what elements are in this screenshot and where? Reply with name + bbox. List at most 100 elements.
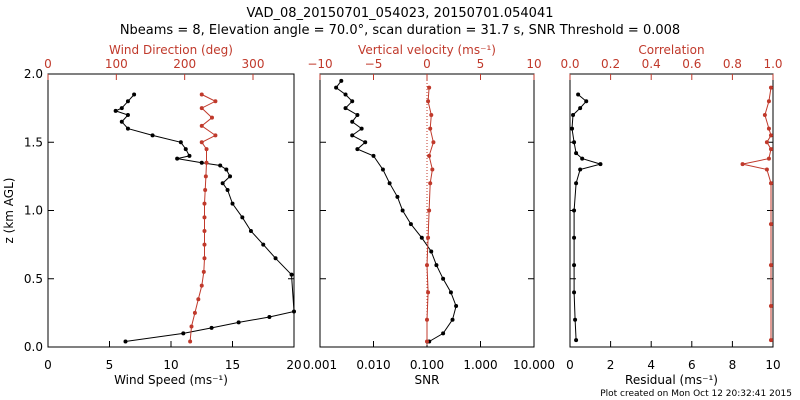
bottom-tick-label: 6 [688,358,696,372]
red-data-point [768,133,773,138]
bottom-tick-label: 4 [647,358,655,372]
top-tick-label: 0.2 [601,57,620,71]
red-data-point [426,99,431,104]
black-data-point [574,151,579,156]
red-series-line [189,94,217,342]
red-data-point [202,215,207,220]
red-data-point [430,167,435,172]
black-data-point [574,181,579,186]
red-data-point [431,140,436,145]
red-data-point [768,222,773,227]
wind-panel: 0.0 0.5 1.0 1.5 2.0 z (km AGL) 0 5 10 15 20 Wind Sp… [2,43,302,387]
y-tick-label: 0.0 [24,340,43,354]
black-data-point [123,339,128,344]
red-data-point [203,188,208,193]
figure-title-line1: VAD_08_20150701_054023, 20150701.054041 [247,6,554,21]
black-data-point [450,317,455,322]
red-data-point [428,181,433,186]
black-data-point [175,156,180,161]
black-data-point [125,99,130,104]
red-data-point [768,181,773,186]
black-data-point [371,153,376,158]
black-data-point [434,263,439,268]
red-data-point [425,339,429,344]
red-data-point [213,99,218,104]
red-data-point [196,297,201,302]
red-data-point [425,263,429,268]
top-axis-label: Wind Direction (deg) [109,43,233,57]
top-tick-label: −5 [365,57,383,71]
black-data-point [350,133,355,138]
red-data-point [203,174,208,179]
black-data-point [572,140,577,145]
black-data-point [441,276,446,281]
y-axis-label: z (km AGL) [2,178,16,244]
black-data-point [240,215,245,220]
red-data-point [768,85,773,90]
black-data-point [598,162,603,167]
black-data-point [580,156,585,161]
plot-created-note: Plot created on Mon Oct 12 20:32:41 2015 [600,389,792,399]
red-data-point [766,156,771,161]
black-data-point [350,99,355,104]
bottom-tick-label: 1.000 [463,358,497,372]
red-data-point [768,147,773,152]
black-data-point [350,119,355,124]
black-data-point [292,309,296,314]
red-data-point [201,269,206,274]
red-data-point [428,126,433,131]
red-data-point [766,99,771,104]
black-data-point [363,140,368,145]
red-data-point [768,338,773,343]
black-data-point [441,331,446,336]
black-series-line [335,80,457,342]
black-data-point [334,85,339,90]
black-data-point [209,325,214,330]
top-tick-label: 0.6 [682,57,701,71]
y-tick-label: 1.5 [24,135,43,149]
top-tick-label: 100 [105,57,128,71]
black-data-point [571,112,576,117]
black-data-point [181,331,186,336]
black-data-point [228,174,233,179]
top-tick-label: 0 [423,57,431,71]
bottom-tick-label: 10 [163,358,178,372]
black-data-point [573,317,578,322]
black-data-point [273,256,278,261]
top-tick-label: 5 [477,57,485,71]
black-data-point [448,290,453,295]
black-data-point [187,153,192,158]
top-tick-label: 0.4 [642,57,661,71]
black-data-point [578,167,583,172]
red-data-point [199,283,204,288]
red-data-point [768,263,773,268]
bottom-tick-label: 15 [225,358,240,372]
top-axis-label: Correlation [638,43,704,57]
plot-frame [47,73,295,348]
black-data-point [113,108,118,113]
red-series-line [426,87,434,342]
figure-title-line2: Nbeams = 8, Elevation angle = 70.0°, sca… [120,23,680,38]
red-data-point [764,140,769,145]
black-data-point [584,99,589,104]
black-data-point [572,263,577,268]
red-data-point [202,242,207,247]
black-data-point [224,167,229,172]
top-tick-label: 0.0 [560,57,579,71]
black-data-point [236,320,241,325]
black-data-point [387,181,392,186]
red-data-point [427,153,432,158]
black-data-point [395,194,400,199]
top-tick-label: 300 [242,57,265,71]
bottom-tick-label: 0 [44,358,52,372]
bottom-axis-label: Wind Speed (ms⁻¹) [114,373,228,387]
red-data-point [427,208,432,213]
bottom-axis-label: SNR [415,373,440,387]
black-data-point [572,208,577,213]
black-data-point [343,106,348,111]
black-data-point [230,201,235,206]
red-data-point [740,162,745,167]
red-data-point [199,140,204,145]
red-data-point [764,167,769,172]
black-data-point [119,119,124,124]
